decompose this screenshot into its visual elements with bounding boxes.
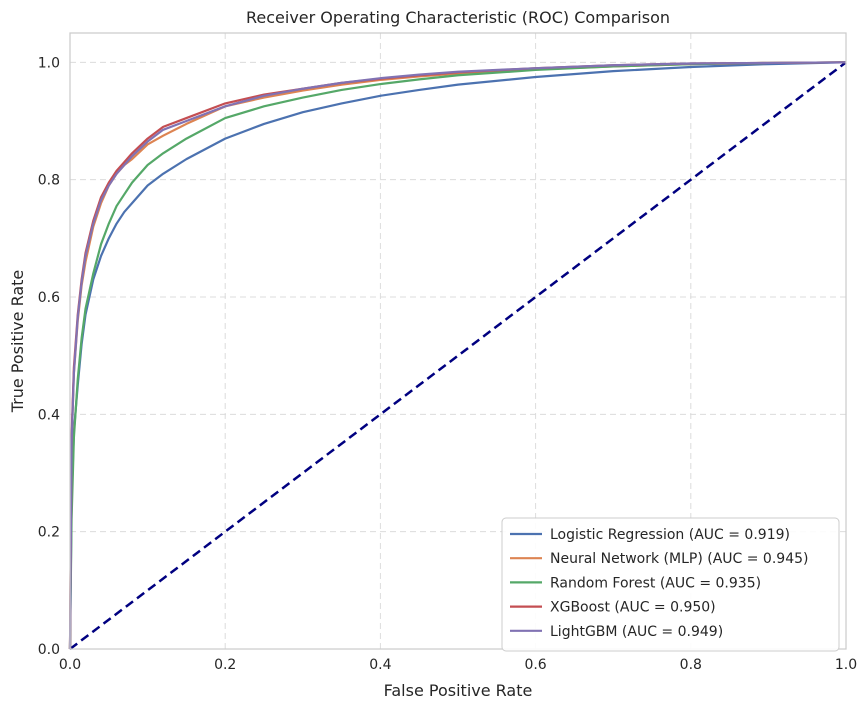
y-tick-label: 0.2 [38, 525, 60, 541]
x-tick-label: 0.8 [680, 657, 702, 673]
legend-entry: XGBoost (AUC = 0.950) [550, 600, 716, 616]
legend-entry: LightGBM (AUC = 0.949) [550, 624, 723, 640]
y-tick-label: 0.6 [38, 290, 60, 306]
y-axis-label: True Positive Rate [8, 270, 27, 414]
x-axis-label: False Positive Rate [384, 681, 533, 700]
legend: Logistic Regression (AUC = 0.919) Neural … [501, 517, 840, 652]
y-tick-label: 1.0 [38, 55, 60, 71]
series-line-4 [68, 61, 847, 650]
chart-title: Receiver Operating Characteristic (ROC) … [246, 8, 670, 27]
plot-frame [69, 32, 847, 650]
series-lines [68, 61, 847, 650]
reference-line-group [69, 61, 847, 650]
x-tick-label: 0.2 [214, 657, 236, 673]
y-tick-label: 0.4 [38, 407, 60, 423]
x-tick-label: 0.0 [59, 657, 81, 673]
legend-entry: Random Forest (AUC = 0.935) [550, 575, 761, 591]
reference-diagonal-line [69, 61, 847, 650]
y-tick-label: 0.8 [38, 173, 60, 189]
series-line-2 [68, 61, 847, 650]
y-tick-label: 0.0 [38, 642, 60, 658]
x-tick-label: 0.6 [524, 657, 546, 673]
legend-entry: Neural Network (MLP) (AUC = 0.945) [550, 551, 808, 567]
x-tick-label: 0.4 [369, 657, 391, 673]
legend-box [501, 517, 840, 652]
x-tick-label: 1.0 [835, 657, 857, 673]
y-tick-labels: 0.0 0.2 0.4 0.6 0.8 1.0 [38, 55, 60, 658]
x-tick-labels: 0.0 0.2 0.4 0.6 0.8 1.0 [59, 657, 857, 673]
legend-entry: Logistic Regression (AUC = 0.919) [550, 527, 790, 543]
